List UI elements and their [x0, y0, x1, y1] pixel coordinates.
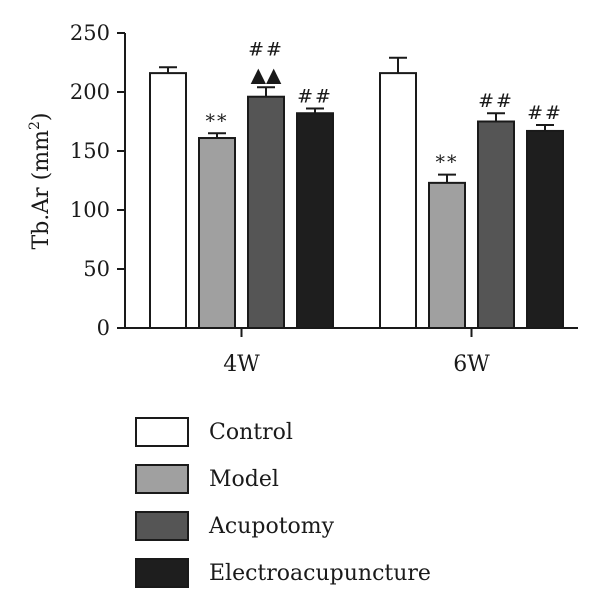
y-axis-label-close: ) [29, 113, 54, 122]
y-tick-label: 250 [70, 21, 110, 45]
bar-model-4w [198, 137, 236, 329]
legend-swatch-model [135, 464, 189, 494]
x-tick-label: 4W [223, 352, 260, 377]
legend-label-model: Model [209, 467, 279, 492]
bar-electroacupuncture-4w [296, 112, 334, 329]
significance-marker: ## [478, 90, 514, 112]
legend-label-acupotomy: Acupotomy [208, 514, 335, 539]
significance-annotations: **##▲▲##**#### [206, 38, 563, 174]
legend-swatch-acupotomy [135, 511, 189, 541]
y-axis-label: Tb.Ar (mm2) [27, 113, 54, 250]
bar-electroacupuncture-6w [526, 129, 564, 329]
y-axis-label-superscript: 2 [27, 121, 43, 130]
legend-swatch-electroacupuncture [135, 558, 189, 588]
y-tick-label: 100 [70, 198, 110, 222]
legend-label-control: Control [209, 420, 293, 445]
significance-marker: ** [206, 110, 229, 132]
y-tick-label: 0 [97, 316, 110, 340]
x-tick-label: 6W [453, 352, 490, 377]
legend-label-electroacupuncture: Electroacupuncture [209, 561, 431, 586]
bar-model-6w [428, 181, 466, 329]
significance-marker: ## [297, 86, 333, 108]
axes: 0 50 100 150 200 250 Tb.Ar (mm2) 4W 6W [27, 21, 578, 377]
y-tick-label: 150 [70, 139, 110, 163]
bar-control-6w [379, 72, 417, 330]
significance-marker: ## [527, 102, 563, 124]
significance-marker: ▲▲ [251, 62, 282, 86]
bar-control-4w [149, 72, 187, 330]
y-tick-label: 200 [70, 80, 110, 104]
y-axis-label-text: Tb.Ar (mm [29, 130, 54, 250]
significance-marker: ## [248, 38, 284, 60]
legend-swatch-control [135, 417, 189, 447]
bar-acupotomy-6w [477, 120, 515, 329]
legend: Control Model Acupotomy Electroacupuncture [135, 417, 431, 588]
significance-marker: ** [436, 152, 459, 174]
bars [149, 56, 564, 330]
y-tick-label: 50 [83, 257, 110, 281]
bar-acupotomy-4w [247, 95, 285, 329]
